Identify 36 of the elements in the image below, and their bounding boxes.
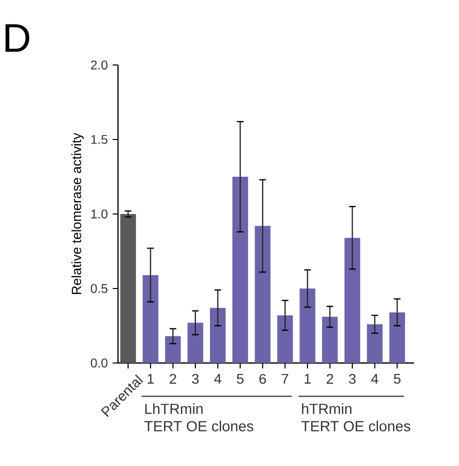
x-tick-label: 6 bbox=[259, 374, 266, 384]
x-tick-label: 3 bbox=[192, 374, 199, 384]
text: TERT OE clones bbox=[144, 420, 254, 432]
bar bbox=[120, 214, 136, 363]
text: hTRmin bbox=[302, 403, 352, 414]
bar bbox=[277, 315, 293, 363]
x-tick-label: 5 bbox=[394, 374, 400, 384]
y-tick-label: 2.0 bbox=[90, 60, 108, 70]
y-tick-label: 0.0 bbox=[90, 358, 108, 368]
bar bbox=[232, 176, 248, 363]
text: TERT OE clones bbox=[301, 420, 410, 432]
x-tick-label: 3 bbox=[348, 374, 356, 384]
text: LhTRmin bbox=[145, 403, 203, 414]
y-tick-label: 1.5 bbox=[91, 135, 108, 144]
x-tick-label: 2 bbox=[170, 374, 176, 384]
bar bbox=[300, 288, 316, 363]
bar bbox=[254, 226, 270, 363]
x-tick-label: 1 bbox=[148, 374, 154, 384]
y-tick-label: 0.5 bbox=[90, 284, 108, 293]
bar bbox=[142, 275, 158, 363]
text: D bbox=[6, 24, 30, 52]
bar bbox=[188, 322, 204, 363]
x-tick-label: 4 bbox=[214, 374, 222, 384]
x-tick-label: 7 bbox=[282, 374, 288, 384]
bar bbox=[165, 336, 181, 363]
bar bbox=[344, 238, 360, 363]
y-tick-label: 1.0 bbox=[91, 210, 108, 218]
y-axis-title: Relative telomerase activity bbox=[71, 132, 84, 294]
x-tick-label: 4 bbox=[371, 374, 378, 384]
x-tick-label: 5 bbox=[236, 374, 244, 384]
x-tick-label: 1 bbox=[304, 374, 311, 384]
bar bbox=[210, 308, 226, 363]
bar bbox=[389, 312, 406, 363]
x-tick-label: 2 bbox=[326, 374, 334, 384]
bar bbox=[366, 324, 383, 363]
bar bbox=[322, 316, 338, 363]
